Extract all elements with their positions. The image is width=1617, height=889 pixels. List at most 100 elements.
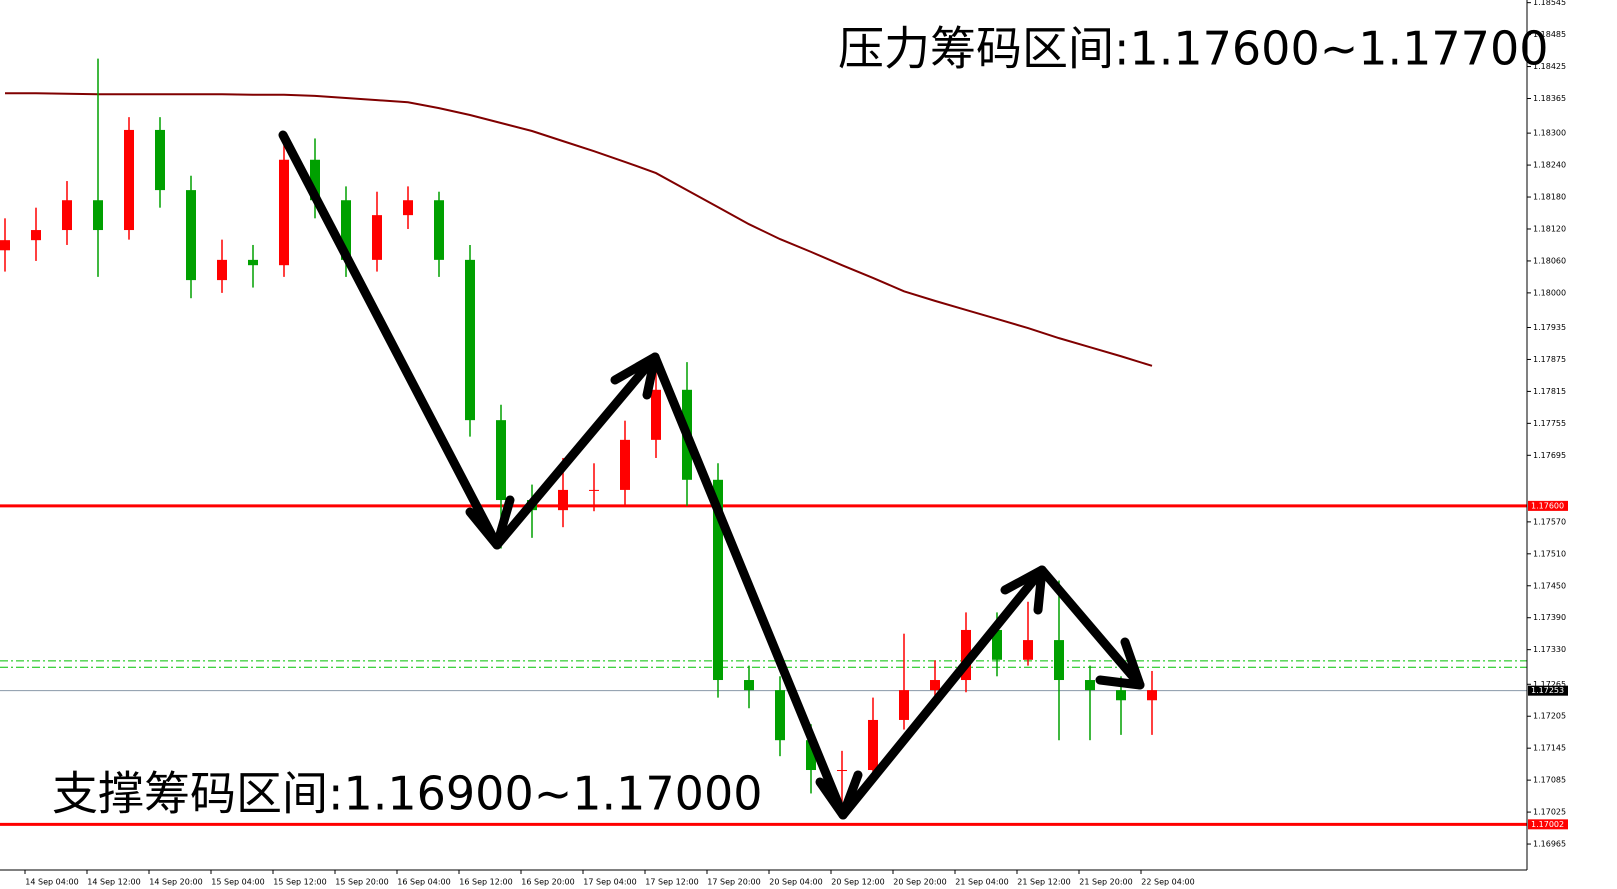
y-tick-label: 1.17875 bbox=[1533, 355, 1566, 364]
candle-body bbox=[713, 479, 723, 681]
x-tick-label: 20 Sep 04:00 bbox=[769, 878, 822, 887]
candle-body bbox=[403, 200, 413, 216]
arrow-head bbox=[1000, 565, 1047, 615]
x-tick-label: 16 Sep 12:00 bbox=[459, 878, 512, 887]
x-tick-label: 17 Sep 04:00 bbox=[583, 878, 636, 887]
y-tick-label: 1.17815 bbox=[1533, 387, 1566, 396]
candle-body bbox=[124, 129, 134, 231]
candle-body bbox=[372, 215, 382, 260]
candle-body bbox=[0, 240, 10, 251]
y-tick-label: 1.18120 bbox=[1533, 224, 1566, 233]
candle-body bbox=[310, 159, 320, 201]
x-tick-label: 14 Sep 12:00 bbox=[87, 878, 140, 887]
level-label-box bbox=[1528, 685, 1568, 696]
candle-body bbox=[744, 680, 754, 691]
y-tick-label: 1.17205 bbox=[1533, 712, 1566, 721]
support-note: 支撑筹码区间:1.16900~1.17000 bbox=[52, 767, 762, 821]
candle-body bbox=[651, 389, 661, 440]
y-tick-label: 1.17570 bbox=[1533, 517, 1566, 526]
y-tick-label: 1.17510 bbox=[1533, 549, 1566, 558]
x-tick-label: 15 Sep 04:00 bbox=[211, 878, 264, 887]
candle-body bbox=[868, 719, 878, 771]
candle-body bbox=[155, 129, 165, 191]
x-tick-label: 16 Sep 04:00 bbox=[397, 878, 450, 887]
x-tick-label: 15 Sep 20:00 bbox=[335, 878, 388, 887]
y-tick-label: 1.17755 bbox=[1533, 419, 1566, 428]
y-tick-label: 1.17330 bbox=[1533, 645, 1566, 654]
candle-body bbox=[217, 259, 227, 281]
candle-body bbox=[341, 200, 351, 260]
y-tick-label: 1.18425 bbox=[1533, 62, 1566, 71]
x-tick-label: 20 Sep 12:00 bbox=[831, 878, 884, 887]
x-tick-label: 14 Sep 20:00 bbox=[149, 878, 202, 887]
level-label: 1.17600 bbox=[1531, 501, 1564, 510]
y-tick-label: 1.17145 bbox=[1533, 744, 1566, 753]
candle-body bbox=[930, 680, 940, 691]
y-tick-label: 1.17025 bbox=[1533, 808, 1566, 817]
level-label-box bbox=[1528, 819, 1568, 830]
x-tick-label: 17 Sep 12:00 bbox=[645, 878, 698, 887]
x-tick-label: 15 Sep 12:00 bbox=[273, 878, 326, 887]
x-tick-label: 16 Sep 20:00 bbox=[521, 878, 574, 887]
x-tick-label: 21 Sep 20:00 bbox=[1079, 878, 1132, 887]
y-tick-label: 1.18485 bbox=[1533, 30, 1566, 39]
y-tick-label: 1.17265 bbox=[1533, 680, 1566, 689]
resistance-note: 压力筹码区间:1.17600~1.17700 bbox=[838, 22, 1548, 76]
candle-body bbox=[1023, 640, 1033, 660]
candle-body bbox=[992, 629, 1002, 660]
arrow-head bbox=[1095, 637, 1145, 690]
y-tick-label: 1.18180 bbox=[1533, 193, 1566, 202]
candle-body bbox=[248, 259, 258, 266]
candle-body bbox=[465, 259, 475, 421]
candle-body bbox=[589, 489, 599, 491]
candle-body bbox=[496, 420, 506, 501]
candle-body bbox=[1116, 690, 1126, 701]
candle-body bbox=[1054, 640, 1064, 681]
candle-body bbox=[279, 159, 289, 266]
y-tick-label: 1.18545 bbox=[1533, 0, 1566, 7]
y-tick-label: 1.17695 bbox=[1533, 451, 1566, 460]
y-tick-label: 1.17390 bbox=[1533, 613, 1566, 622]
arrow-head bbox=[610, 352, 660, 400]
candle-body bbox=[806, 740, 816, 771]
x-tick-label: 17 Sep 20:00 bbox=[707, 878, 760, 887]
y-tick-label: 1.16965 bbox=[1533, 840, 1566, 849]
candle-body bbox=[961, 629, 971, 681]
level-label: 1.17002 bbox=[1531, 820, 1564, 829]
plot-area bbox=[0, 58, 1527, 826]
level-label-box bbox=[1528, 500, 1568, 511]
y-tick-label: 1.17450 bbox=[1533, 581, 1566, 590]
level-label: 1.17253 bbox=[1531, 686, 1564, 695]
x-tick-label: 21 Sep 12:00 bbox=[1017, 878, 1070, 887]
candle-body bbox=[1085, 680, 1095, 691]
candle-body bbox=[558, 489, 568, 511]
y-tick-label: 1.18240 bbox=[1533, 161, 1566, 170]
candle-body bbox=[899, 690, 909, 720]
x-tick-label: 21 Sep 04:00 bbox=[955, 878, 1008, 887]
y-tick-label: 1.18000 bbox=[1533, 288, 1566, 297]
y-tick-label: 1.18365 bbox=[1533, 94, 1566, 103]
candle-body bbox=[837, 770, 847, 772]
candle-body bbox=[775, 690, 785, 741]
y-tick-label: 1.18300 bbox=[1533, 129, 1566, 138]
zigzag-arrow bbox=[278, 130, 1145, 820]
y-tick-label: 1.18060 bbox=[1533, 256, 1566, 265]
x-tick-label: 20 Sep 20:00 bbox=[893, 878, 946, 887]
candle-body bbox=[93, 200, 103, 231]
candle-body bbox=[186, 190, 196, 281]
x-tick-label: 22 Sep 04:00 bbox=[1141, 878, 1194, 887]
arrow-head bbox=[815, 770, 863, 820]
trend-arrows bbox=[278, 130, 1145, 820]
candle-body bbox=[434, 200, 444, 260]
candle-body bbox=[62, 200, 72, 231]
y-tick-label: 1.17935 bbox=[1533, 323, 1566, 332]
candle-body bbox=[620, 439, 630, 490]
candle-body bbox=[31, 230, 41, 241]
arrow-head bbox=[465, 495, 515, 550]
y-tick-label: 1.17085 bbox=[1533, 776, 1566, 785]
candle-body bbox=[1147, 690, 1157, 701]
moving-average bbox=[5, 92, 1153, 367]
x-tick-label: 14 Sep 04:00 bbox=[25, 878, 78, 887]
